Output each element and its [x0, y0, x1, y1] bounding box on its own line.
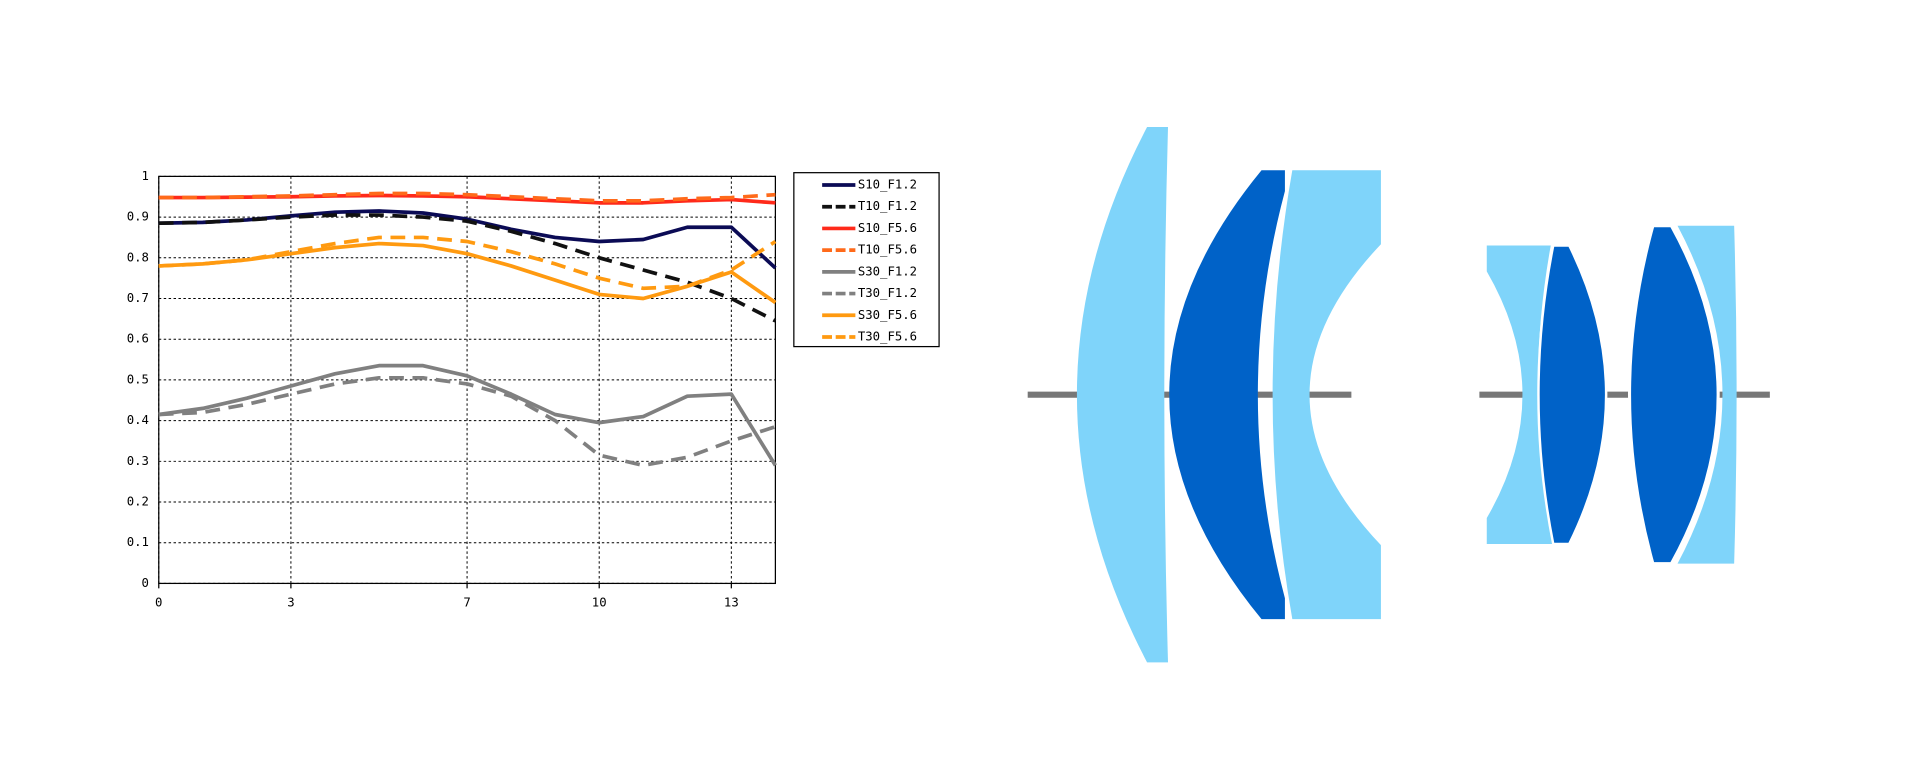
- x-tick-label: 3: [287, 596, 294, 610]
- legend-label: T30_F5.6: [858, 329, 917, 343]
- lens-element: [1677, 225, 1737, 564]
- lens-element: [1486, 245, 1554, 544]
- y-tick-label: 0.8: [127, 250, 149, 264]
- x-tick-label: 10: [592, 596, 607, 610]
- x-tick-label: 7: [463, 596, 470, 610]
- y-tick-label: 0.4: [127, 413, 149, 427]
- y-tick-label: 0.9: [127, 210, 149, 224]
- legend-label: S10_F5.6: [858, 221, 917, 235]
- y-tick-label: 0.6: [127, 332, 149, 346]
- series-line: [158, 376, 776, 468]
- y-tick-label: 0.1: [127, 535, 149, 549]
- y-tick-label: 0.2: [127, 495, 149, 509]
- series-line: [158, 363, 777, 467]
- lens-element: [1076, 127, 1168, 663]
- legend-label: S30_F5.6: [858, 308, 917, 322]
- y-tick-label: 0.3: [127, 454, 149, 468]
- series-line: [158, 191, 776, 203]
- legend-label: T10_F5.6: [858, 243, 917, 257]
- x-tick-label: 13: [724, 596, 739, 610]
- lens-element: [1537, 244, 1608, 546]
- legend-label: T10_F1.2: [858, 199, 917, 213]
- lens-diagram: [1027, 127, 1770, 663]
- legend-label: S30_F1.2: [858, 264, 917, 278]
- y-tick-label: 1: [142, 169, 149, 183]
- y-tick-label: 0.5: [127, 372, 149, 386]
- lens-element: [1272, 170, 1381, 620]
- lens-element: [1169, 170, 1285, 620]
- legend-label: S10_F1.2: [858, 178, 917, 192]
- chart: 00.10.20.30.40.50.60.70.80.910 3 7 10 13S10_…: [127, 169, 940, 610]
- legend-box: [793, 172, 940, 348]
- series-line: [158, 235, 777, 291]
- series-line: [158, 213, 777, 323]
- y-tick-label: 0: [142, 576, 149, 590]
- lens-element: [1628, 224, 1720, 566]
- y-tick-label: 0.7: [127, 291, 149, 305]
- legend-label: T30_F1.2: [858, 286, 917, 300]
- x-tick-label: 0: [155, 596, 162, 610]
